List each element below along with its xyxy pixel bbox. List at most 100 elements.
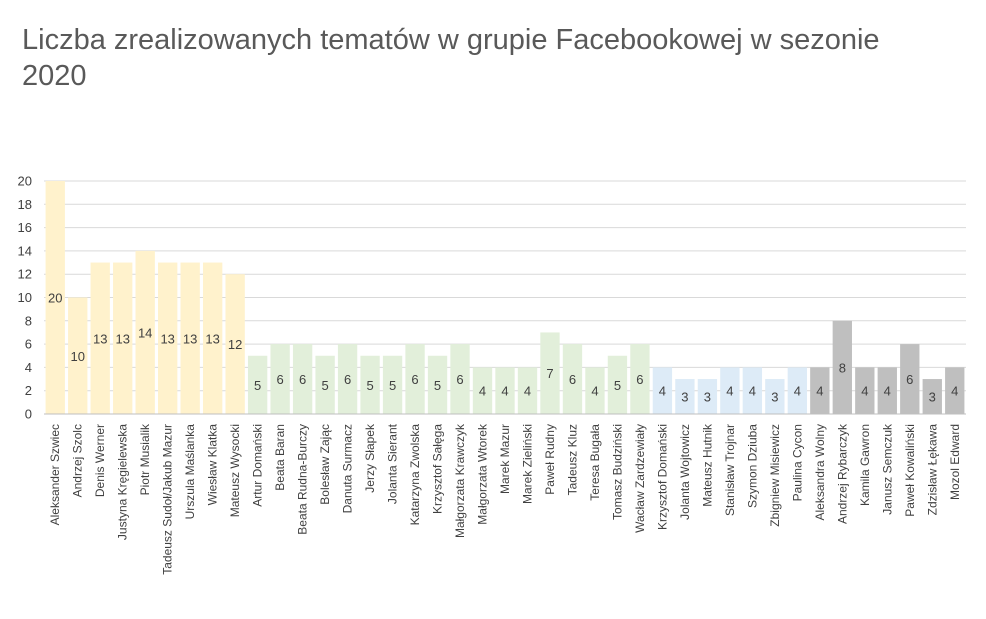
bar — [787, 367, 808, 414]
data-label: 14 — [138, 325, 152, 340]
x-tick-label: Szymon Dziuba — [745, 424, 759, 508]
data-label: 3 — [929, 390, 936, 405]
bar — [135, 250, 155, 414]
x-tick-label: Danuta Surmacz — [341, 424, 355, 513]
x-tick-label: Wiesław Klatka — [206, 424, 220, 506]
data-label: 13 — [160, 331, 174, 346]
bar — [742, 367, 763, 414]
data-label: 6 — [411, 372, 418, 387]
data-label: 4 — [816, 384, 823, 399]
x-tick-label: Piotr Musialik — [138, 423, 152, 495]
bar — [337, 344, 358, 414]
bar — [540, 332, 560, 414]
data-label: 13 — [205, 331, 219, 346]
bar — [382, 355, 403, 414]
bar — [225, 274, 245, 414]
bar — [247, 355, 268, 414]
x-tick-label: Urszula Maślanka — [183, 424, 197, 520]
x-tick-label: Janusz Semczuk — [880, 423, 894, 515]
bar — [270, 344, 290, 414]
bar — [292, 344, 313, 414]
data-label: 4 — [884, 384, 891, 399]
bar — [180, 262, 200, 414]
bar — [427, 355, 448, 414]
y-tick-label: 18 — [18, 197, 32, 212]
x-tick-label: Andrzej Rybarczyk — [835, 423, 849, 524]
data-label: 5 — [366, 378, 373, 393]
x-tick-label: Teresa Bugała — [588, 424, 602, 501]
data-label: 4 — [951, 384, 958, 399]
data-label: 4 — [479, 384, 486, 399]
data-label: 6 — [344, 372, 351, 387]
x-tick-label: Marek Zieliński — [520, 424, 534, 504]
y-tick-label: 8 — [25, 313, 32, 328]
y-tick-label: 6 — [25, 337, 32, 352]
bar — [697, 379, 718, 414]
bar — [405, 344, 425, 414]
data-label: 6 — [277, 372, 284, 387]
bar — [450, 344, 470, 414]
y-tick-label: 2 — [25, 383, 32, 398]
data-label: 13 — [93, 331, 107, 346]
bar — [562, 344, 583, 414]
x-tick-label: Katarzyna Zwolska — [408, 424, 422, 526]
data-label: 6 — [569, 372, 576, 387]
y-tick-label: 20 — [18, 174, 32, 189]
bar — [68, 297, 88, 414]
bar — [360, 355, 380, 414]
x-tick-label: Krzysztof Sałęga — [431, 424, 445, 514]
data-label: 6 — [456, 372, 463, 387]
bar — [652, 367, 673, 414]
data-label: 20 — [48, 291, 62, 306]
x-tick-label: Paweł Kowaliński — [903, 424, 917, 517]
data-label: 7 — [546, 366, 553, 381]
bar — [315, 355, 335, 414]
y-tick-label: 12 — [18, 267, 32, 282]
x-tick-label: Paulina Cycon — [790, 424, 804, 501]
bar — [720, 367, 740, 414]
y-tick-label: 4 — [25, 360, 32, 375]
x-tick-label: Paweł Rudny — [543, 424, 557, 495]
x-tick-label: Jerzy Słapek — [363, 423, 377, 493]
data-label: 4 — [524, 384, 531, 399]
chart-title: Liczba zrealizowanych tematów w grupie F… — [22, 24, 880, 92]
bar — [585, 367, 605, 414]
bar — [765, 379, 785, 414]
data-label: 4 — [591, 384, 598, 399]
data-label: 13 — [115, 331, 129, 346]
bar — [675, 379, 695, 414]
x-tick-label: Krzysztof Domański — [655, 424, 669, 530]
data-label: 12 — [228, 337, 242, 352]
data-label: 3 — [771, 390, 778, 405]
bar — [158, 262, 178, 414]
bar — [922, 379, 942, 414]
data-label: 4 — [861, 384, 868, 399]
x-tick-label: Jolanta Sierant — [386, 423, 400, 504]
x-tick-label: Mateusz Hutnik — [700, 423, 714, 507]
bar — [472, 367, 493, 414]
x-tick-label: Andrzej Szolc — [71, 424, 85, 497]
data-label: 4 — [794, 384, 801, 399]
x-tick-label: Małgorzata Krawczyk — [453, 423, 467, 538]
bar — [832, 320, 852, 414]
data-label: 6 — [299, 372, 306, 387]
x-tick-label: Zdzisław Łękawa — [925, 424, 939, 516]
y-tick-label: 14 — [18, 243, 32, 258]
x-tick-label: Zbigniew Misiewicz — [768, 424, 782, 527]
data-label: 3 — [681, 390, 688, 405]
x-tick-label: Bolesław Zając — [318, 424, 332, 505]
bar — [855, 367, 875, 414]
bar — [113, 262, 133, 414]
x-tick-label: Jolanta Wojtowicz — [678, 424, 692, 520]
x-tick-label: Tomasz Budziński — [610, 424, 624, 520]
bar — [607, 355, 628, 414]
data-label: 5 — [254, 378, 261, 393]
data-label: 6 — [636, 372, 643, 387]
data-label: 3 — [704, 390, 711, 405]
x-tick-label: Mateusz Wysocki — [228, 424, 242, 517]
bar — [945, 367, 965, 414]
x-tick-label: Stanisław Trojnar — [723, 424, 737, 516]
bar — [900, 344, 920, 414]
data-label: 5 — [321, 378, 328, 393]
